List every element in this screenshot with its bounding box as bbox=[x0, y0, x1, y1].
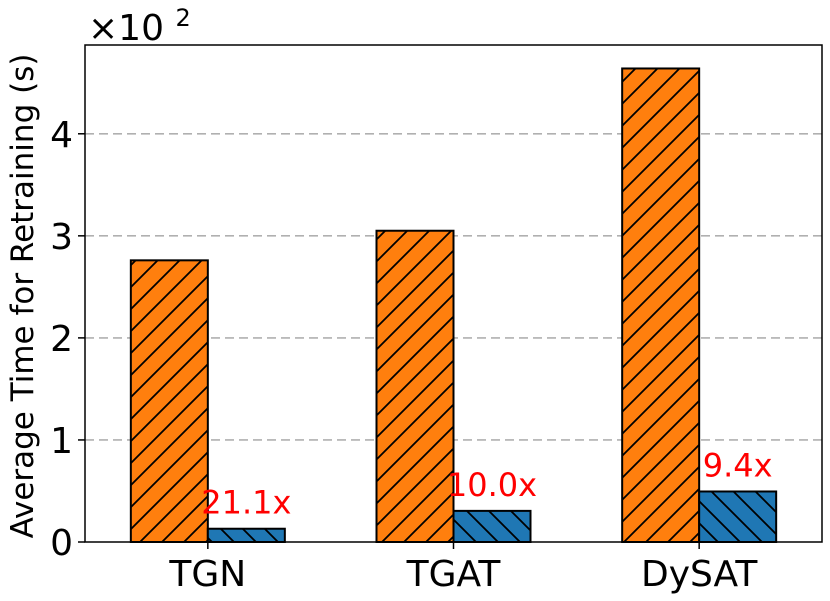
x-axis: TGN TGAT DySAT bbox=[168, 542, 758, 595]
y-multiplier-exponent: 2 bbox=[175, 4, 190, 32]
bar-hatch bbox=[206, 527, 286, 543]
bar-hatch bbox=[452, 509, 532, 544]
y-axis: 0 1 2 3 4 bbox=[50, 115, 85, 564]
speedup-label-tgat: 10.0x bbox=[447, 466, 537, 504]
bars bbox=[129, 67, 778, 544]
x-tick-label: DySAT bbox=[641, 554, 758, 595]
y-axis-label: Average Time for Retraining (s) bbox=[5, 54, 41, 539]
y-tick-label: 0 bbox=[50, 523, 73, 564]
bar-hatch bbox=[129, 259, 209, 543]
speedup-label-dysat: 9.4x bbox=[703, 446, 773, 484]
y-multiplier-base: ×10 bbox=[88, 8, 164, 49]
bar-hatch bbox=[375, 229, 455, 544]
speedup-label-tgn: 21.1x bbox=[201, 484, 291, 522]
bar-hatch bbox=[698, 490, 778, 544]
x-tick-label: TGAT bbox=[406, 554, 502, 595]
x-tick-label: TGN bbox=[168, 554, 246, 595]
bar-hatch bbox=[621, 67, 701, 543]
speedup-annotations: 21.1x 10.0x 9.4x bbox=[201, 446, 772, 521]
y-tick-label: 1 bbox=[50, 421, 73, 462]
y-tick-label: 3 bbox=[50, 217, 73, 258]
y-tick-label: 4 bbox=[50, 115, 73, 156]
y-multiplier: ×10 2 bbox=[88, 4, 191, 49]
y-tick-label: 2 bbox=[50, 319, 73, 360]
